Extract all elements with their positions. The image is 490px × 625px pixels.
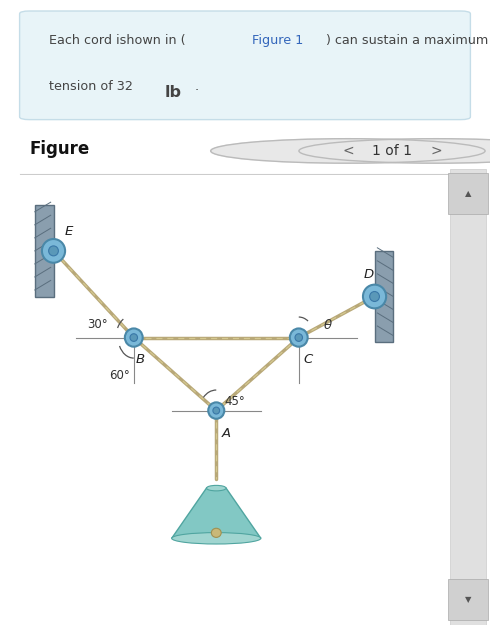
Text: Figure 1: Figure 1 <box>252 34 304 48</box>
Text: 60°: 60° <box>109 369 130 382</box>
Ellipse shape <box>211 528 221 538</box>
Text: Each cord ishown in (: Each cord ishown in ( <box>49 34 186 48</box>
Circle shape <box>125 329 143 347</box>
FancyBboxPatch shape <box>374 251 393 342</box>
Circle shape <box>49 246 58 256</box>
Text: B: B <box>136 352 145 366</box>
Text: ▲: ▲ <box>465 189 471 198</box>
Text: 1 of 1: 1 of 1 <box>372 144 412 158</box>
FancyBboxPatch shape <box>35 205 53 296</box>
Text: θ: θ <box>323 319 331 332</box>
Circle shape <box>130 334 138 341</box>
Polygon shape <box>172 488 261 538</box>
Text: .: . <box>191 80 199 92</box>
Circle shape <box>363 284 386 308</box>
Text: 30°: 30° <box>87 318 108 331</box>
Circle shape <box>299 139 490 163</box>
Circle shape <box>42 239 65 262</box>
Circle shape <box>369 291 379 301</box>
FancyBboxPatch shape <box>20 11 470 119</box>
Text: lb: lb <box>164 85 181 100</box>
Circle shape <box>295 334 302 341</box>
Circle shape <box>213 407 220 414</box>
FancyBboxPatch shape <box>448 173 488 214</box>
Text: E: E <box>65 225 73 238</box>
Text: A: A <box>221 427 231 440</box>
Circle shape <box>211 139 485 163</box>
Text: 45°: 45° <box>224 395 245 408</box>
Text: ) can sustain a maximum: ) can sustain a maximum <box>326 34 488 48</box>
Circle shape <box>208 402 224 419</box>
Text: >: > <box>430 144 442 158</box>
FancyBboxPatch shape <box>450 169 486 625</box>
Text: D: D <box>364 268 374 281</box>
Ellipse shape <box>172 532 261 544</box>
Text: C: C <box>303 352 313 366</box>
FancyBboxPatch shape <box>448 579 488 621</box>
Text: <: < <box>342 144 354 158</box>
Text: Figure: Figure <box>29 140 90 158</box>
Circle shape <box>290 329 308 347</box>
Text: ▼: ▼ <box>465 596 471 604</box>
Ellipse shape <box>206 486 226 491</box>
Text: tension of 32: tension of 32 <box>49 80 137 92</box>
